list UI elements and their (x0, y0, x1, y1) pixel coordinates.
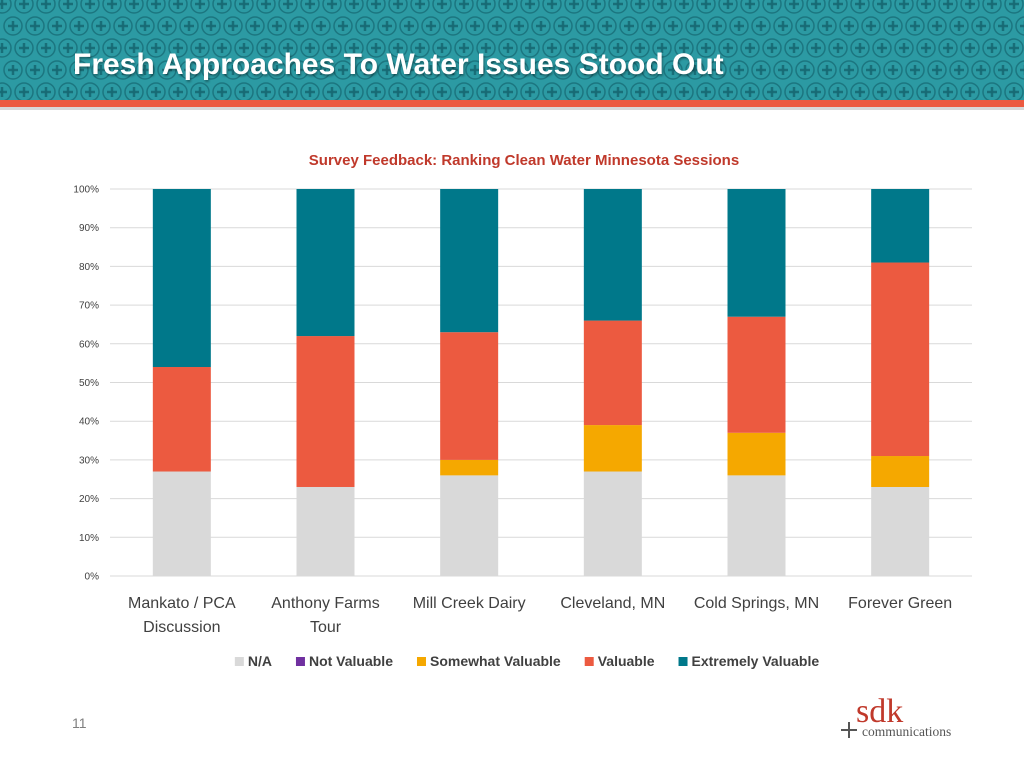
bar-segment (727, 432, 786, 476)
header-banner: Fresh Approaches To Water Issues Stood O… (0, 0, 1024, 100)
x-tick-label: Anthony Farms (271, 595, 379, 612)
y-tick-label: 10% (79, 533, 99, 544)
header-divider (0, 100, 1024, 107)
bar-segment (727, 475, 786, 576)
x-tick-label: Mankato / PCA (128, 595, 236, 612)
y-tick-label: 90% (79, 223, 99, 234)
y-tick-label: 80% (79, 262, 99, 273)
legend-item: N/A (234, 653, 272, 669)
bar-segment (440, 332, 499, 460)
legend-item: Extremely Valuable (678, 653, 820, 669)
bar-segment (152, 367, 211, 472)
bar-segment (583, 425, 642, 472)
legend-label: Somewhat Valuable (430, 653, 561, 669)
logo-plus-icon (841, 722, 857, 738)
bar-segment (583, 320, 642, 426)
bar-segment (871, 189, 930, 263)
bar-segment (152, 471, 211, 576)
x-tick-label: Cold Springs, MN (694, 595, 819, 612)
logo-brand: sdk (856, 693, 903, 730)
sdk-logo: sdk communications (841, 693, 951, 739)
bar-segment (296, 486, 355, 576)
header-pattern (0, 0, 1024, 100)
bar-segment (296, 336, 355, 487)
page-number: 11 (72, 715, 87, 731)
bar-segment (296, 189, 355, 337)
legend-item: Somewhat Valuable (416, 653, 561, 669)
bar-segment (871, 456, 930, 487)
legend-swatch (584, 657, 594, 666)
legend-label: Extremely Valuable (692, 653, 820, 669)
chart-title: Survey Feedback: Ranking Clean Water Min… (309, 152, 739, 169)
y-tick-label: 30% (79, 455, 99, 466)
legend-swatch (295, 657, 305, 666)
y-tick-label: 0% (85, 572, 100, 583)
legend-label: Valuable (598, 653, 655, 669)
bar-segment (583, 471, 642, 576)
x-tick-label: Cleveland, MN (560, 595, 665, 612)
legend-label: N/A (248, 653, 272, 669)
x-tick-label: Discussion (143, 619, 220, 636)
x-tick-label: Mill Creek Dairy (413, 595, 526, 612)
x-tick-label: Tour (310, 619, 342, 636)
legend-swatch (416, 657, 426, 666)
y-tick-label: 60% (79, 339, 99, 350)
bar-segment (871, 262, 930, 457)
logo-subtitle: communications (862, 724, 951, 739)
bar-segment (727, 189, 786, 317)
legend-swatch (678, 657, 688, 666)
bar-segment (440, 189, 499, 333)
legend-item: Valuable (584, 653, 655, 669)
bar-segment (440, 459, 499, 476)
x-tick-label: Forever Green (848, 595, 952, 612)
slide-title: Fresh Approaches To Water Issues Stood O… (73, 48, 724, 81)
y-tick-label: 40% (79, 417, 99, 428)
bar-segment (583, 189, 642, 321)
legend-swatch (234, 657, 244, 666)
bar-segment (871, 486, 930, 576)
header-divider-shadow (0, 107, 1024, 110)
y-tick-label: 70% (79, 301, 99, 312)
legend-label: Not Valuable (309, 653, 393, 669)
y-tick-label: 50% (79, 378, 99, 389)
y-tick-label: 100% (73, 185, 99, 196)
bar-segment (727, 316, 786, 433)
bar-segment (152, 189, 211, 368)
bar-segment (440, 475, 499, 576)
y-tick-label: 20% (79, 494, 99, 505)
legend-item: Not Valuable (295, 653, 393, 669)
